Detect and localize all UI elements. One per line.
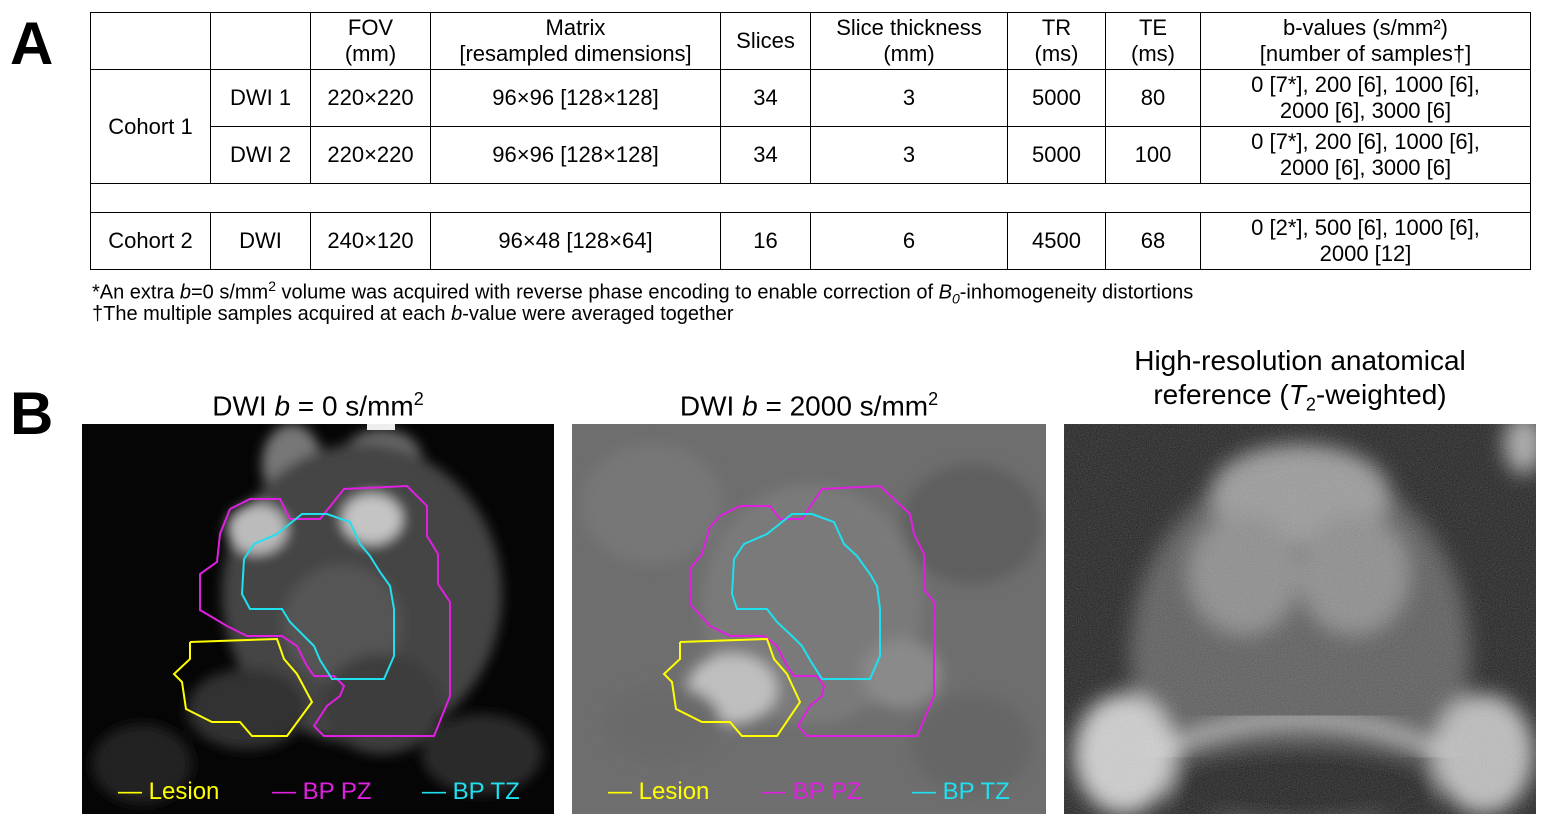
cell-sequence: DWI bbox=[210, 212, 311, 270]
cell-matrix: 96×96 [128×128] bbox=[430, 126, 721, 184]
footnote-averaging: †The multiple samples acquired at each b… bbox=[92, 303, 734, 325]
image-title-b2000: DWI b = 2000 s/mm2 bbox=[679, 389, 939, 422]
header-slice-thickness: Slice thickness (mm) bbox=[810, 12, 1008, 70]
cell-fov: 220×220 bbox=[310, 126, 431, 184]
cell-matrix: 96×48 [128×64] bbox=[430, 212, 721, 270]
contour-tz bbox=[240, 513, 395, 680]
contour-lesion bbox=[662, 637, 802, 737]
dwi-b0-image: — Lesion — BP PZ — BP TZ bbox=[82, 424, 554, 814]
cell-slices: 34 bbox=[720, 126, 811, 184]
legend-tz: — BP TZ bbox=[912, 778, 1010, 805]
cell-b-values: 0 [7*], 200 [6], 1000 [6], 2000 [6], 3000… bbox=[1200, 69, 1531, 127]
t2-weighted-image bbox=[1064, 424, 1536, 814]
cell-sequence: DWI 2 bbox=[210, 126, 311, 184]
footnote-reverse-phase: *An extra b=0 s/mm2 volume was acquired … bbox=[92, 278, 1194, 307]
legend-pz: — BP PZ bbox=[272, 778, 372, 805]
image-title-b0: DWI b = 0 s/mm2 bbox=[212, 389, 424, 422]
header-te: TE (ms) bbox=[1105, 12, 1201, 70]
cell-thickness: 6 bbox=[810, 212, 1008, 270]
header-matrix: Matrix [resampled dimensions] bbox=[430, 12, 721, 70]
legend-lesion: — Lesion bbox=[118, 778, 219, 805]
contour-lesion bbox=[172, 637, 314, 737]
cell-slices: 16 bbox=[720, 212, 811, 270]
table-row: DWI 2 220×220 96×96 [128×128] 34 3 5000 … bbox=[91, 126, 1531, 184]
dwi-b2000-svg: — Lesion — BP PZ — BP TZ bbox=[582, 444, 1042, 805]
header-slices: Slices bbox=[720, 12, 811, 70]
cell-thickness: 3 bbox=[810, 126, 1008, 184]
cell-tr: 5000 bbox=[1007, 69, 1106, 127]
table-row: Cohort 1 DWI 1 220×220 96×96 [128×128] 3… bbox=[90, 69, 1531, 184]
dwi-b0-svg: — Lesion — BP PZ — BP TZ bbox=[92, 424, 542, 805]
bright-spot bbox=[367, 424, 395, 430]
dwi-b0-tissue bbox=[92, 424, 542, 804]
cell-te: 68 bbox=[1105, 212, 1201, 270]
header-cohort bbox=[90, 12, 211, 70]
cell-tr: 5000 bbox=[1007, 126, 1106, 184]
t2-weighted-svg bbox=[1064, 424, 1536, 814]
table-header-row: FOV (mm) Matrix [resampled dimensions] Sli… bbox=[90, 12, 1531, 70]
legend-lesion: — Lesion bbox=[608, 778, 709, 805]
cohort-1-label: Cohort 1 bbox=[90, 69, 211, 184]
cell-te: 80 bbox=[1105, 69, 1201, 127]
cell-slices: 34 bbox=[720, 69, 811, 127]
cell-tr: 4500 bbox=[1007, 212, 1106, 270]
legend-tz: — BP TZ bbox=[422, 778, 520, 805]
cohort-2-label: Cohort 2 bbox=[90, 212, 211, 270]
cell-fov: 220×220 bbox=[310, 69, 431, 127]
table-spacer-row bbox=[90, 183, 1531, 213]
cell-sequence: DWI 1 bbox=[210, 69, 311, 127]
contour-pz bbox=[689, 484, 935, 737]
header-b-values: b-values (s/mm²) [number of samples†] bbox=[1200, 12, 1531, 70]
header-tr: TR (ms) bbox=[1007, 12, 1106, 70]
cell-thickness: 3 bbox=[810, 69, 1008, 127]
contour-pz bbox=[199, 484, 451, 737]
dwi-b2000-image: — Lesion — BP PZ — BP TZ bbox=[572, 424, 1046, 814]
cell-fov: 240×120 bbox=[310, 212, 431, 270]
image-title-t2: High-resolution anatomical reference (T2-… bbox=[1134, 345, 1466, 415]
table-row: Cohort 2 DWI 240×120 96×48 [128×64] 16 6… bbox=[90, 212, 1531, 270]
cell-te: 100 bbox=[1105, 126, 1201, 184]
dwi-b2000-tissue bbox=[582, 444, 1042, 794]
panel-label-b: B bbox=[10, 380, 54, 447]
panel-label-a: A bbox=[10, 10, 54, 77]
cell-b-values: 0 [2*], 500 [6], 1000 [6], 2000 [12] bbox=[1200, 212, 1531, 270]
contour-tz bbox=[730, 513, 881, 680]
cell-matrix: 96×96 [128×128] bbox=[430, 69, 721, 127]
legend-pz: — BP PZ bbox=[762, 778, 862, 805]
acquisition-parameters-table: FOV (mm) Matrix [resampled dimensions] Sli… bbox=[90, 12, 1531, 270]
header-sequence bbox=[210, 12, 311, 70]
t2-noise bbox=[1064, 424, 1536, 814]
cell-b-values: 0 [7*], 200 [6], 1000 [6], 2000 [6], 3000… bbox=[1200, 126, 1531, 184]
header-fov: FOV (mm) bbox=[310, 12, 431, 70]
